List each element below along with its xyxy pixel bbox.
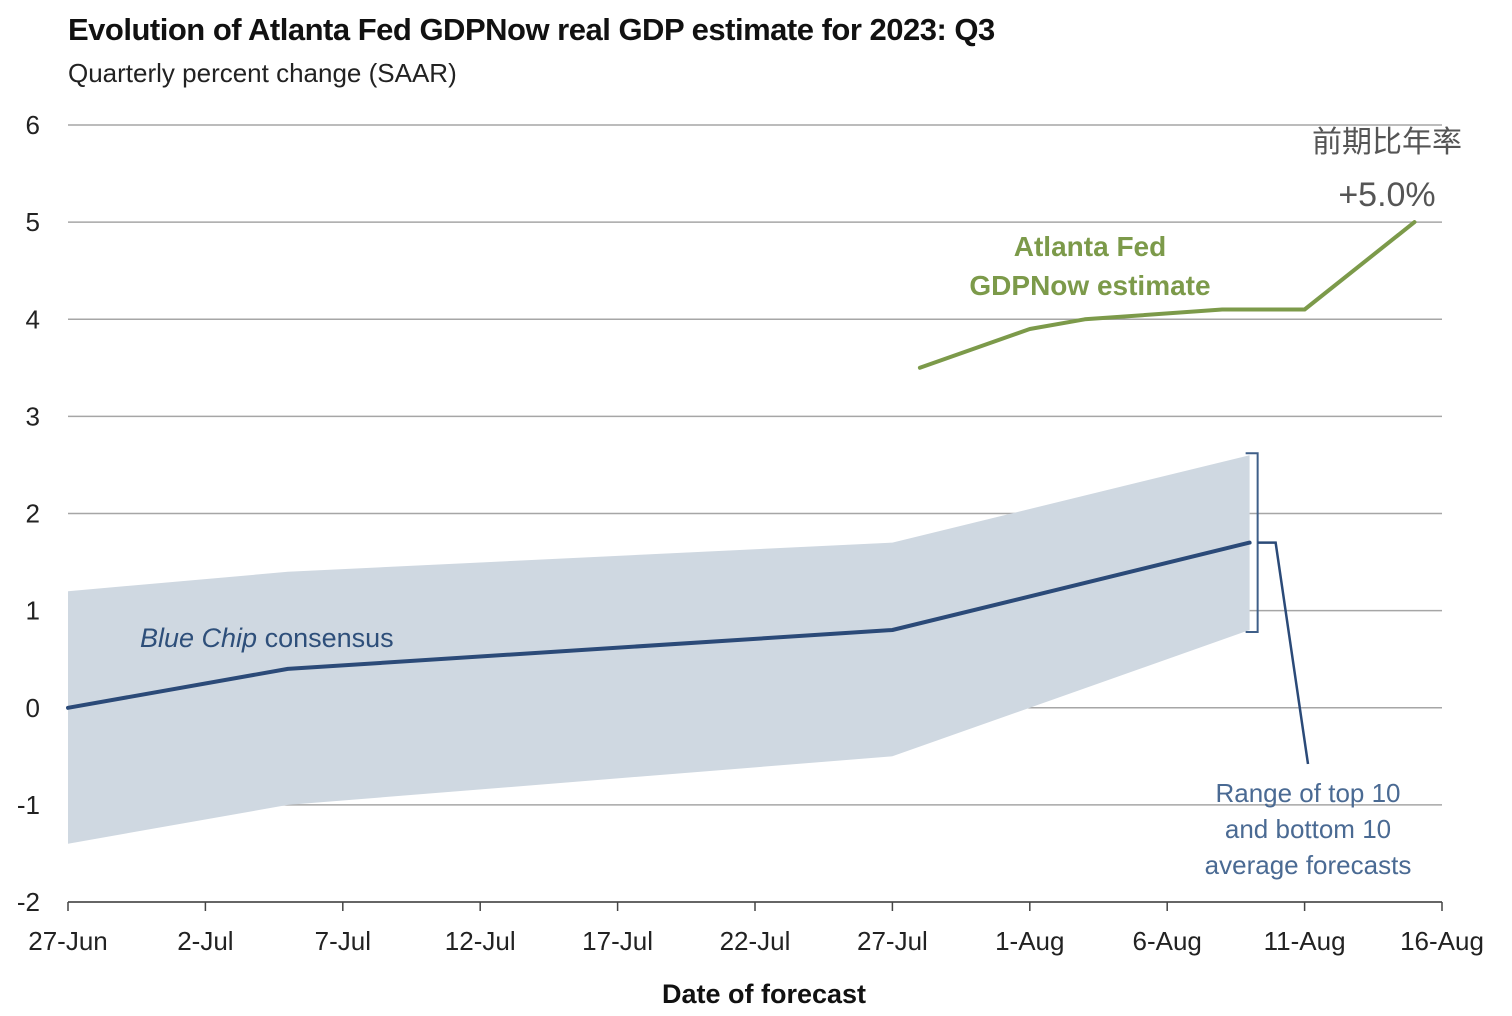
x-tick-label: 17-Jul bbox=[582, 926, 653, 956]
range-label-line2: and bottom 10 bbox=[1225, 814, 1391, 844]
bluechip-label-italic: Blue Chip bbox=[140, 623, 257, 653]
jp-label: 前期比年率 bbox=[1312, 125, 1462, 160]
series-layer bbox=[66, 220, 1417, 710]
axis-layer: 6 5 4 3 2 1 0 -1 -2 27-Jun 2-Jul 7-Jul 12-Jul 17-Jul 2… bbox=[17, 110, 1484, 956]
y-tick-label: 5 bbox=[26, 207, 40, 237]
y-tick-label: 2 bbox=[26, 499, 40, 529]
x-tick-label: 22-Jul bbox=[720, 926, 791, 956]
x-tick-label: 12-Jul bbox=[445, 926, 516, 956]
x-tick-label: 1-Aug bbox=[995, 926, 1064, 956]
range-label-line1: Range of top 10 bbox=[1215, 778, 1400, 808]
range-label-line3: average forecasts bbox=[1205, 850, 1412, 880]
x-tick-label: 27-Jun bbox=[28, 926, 108, 956]
annotation-layer: Atlanta Fed GDPNow estimate Blue Chip co… bbox=[140, 125, 1462, 1009]
y-tick-label: 4 bbox=[26, 304, 40, 334]
x-tick-label: 27-Jul bbox=[857, 926, 928, 956]
x-tick-label: 16-Aug bbox=[1400, 926, 1484, 956]
blue-chip-consensus-line bbox=[66, 540, 1252, 710]
y-tick-label: -1 bbox=[17, 790, 40, 820]
y-tick-label: 3 bbox=[26, 401, 40, 431]
y-tick-label: 1 bbox=[26, 596, 40, 626]
range-band-layer bbox=[68, 455, 1250, 844]
gdpnow-label-line1: Atlanta Fed bbox=[1014, 231, 1166, 262]
x-axis-label: Date of forecast bbox=[662, 979, 866, 1009]
range-leader-line bbox=[1257, 541, 1310, 765]
chart-title: Evolution of Atlanta Fed GDPNow real GDP… bbox=[68, 12, 995, 47]
bluechip-label: Blue Chip consensus bbox=[140, 623, 394, 653]
x-tick-label: 2-Jul bbox=[177, 926, 233, 956]
latest-value-label: +5.0% bbox=[1338, 176, 1435, 214]
y-tick-label: 6 bbox=[26, 110, 40, 140]
x-tick-label: 7-Jul bbox=[315, 926, 371, 956]
gdpnow-label-line2: GDPNow estimate bbox=[969, 270, 1210, 301]
range-band bbox=[68, 455, 1250, 844]
x-tick-label: 11-Aug bbox=[1264, 926, 1346, 956]
bluechip-label-rest: consensus bbox=[257, 623, 394, 653]
chart-subtitle: Quarterly percent change (SAAR) bbox=[68, 58, 457, 88]
x-tick-label: 6-Aug bbox=[1133, 926, 1202, 956]
y-tick-label: 0 bbox=[26, 693, 40, 723]
y-tick-label: -2 bbox=[17, 887, 40, 917]
atlanta-fed-gdpnow-estimate-line bbox=[917, 220, 1417, 370]
